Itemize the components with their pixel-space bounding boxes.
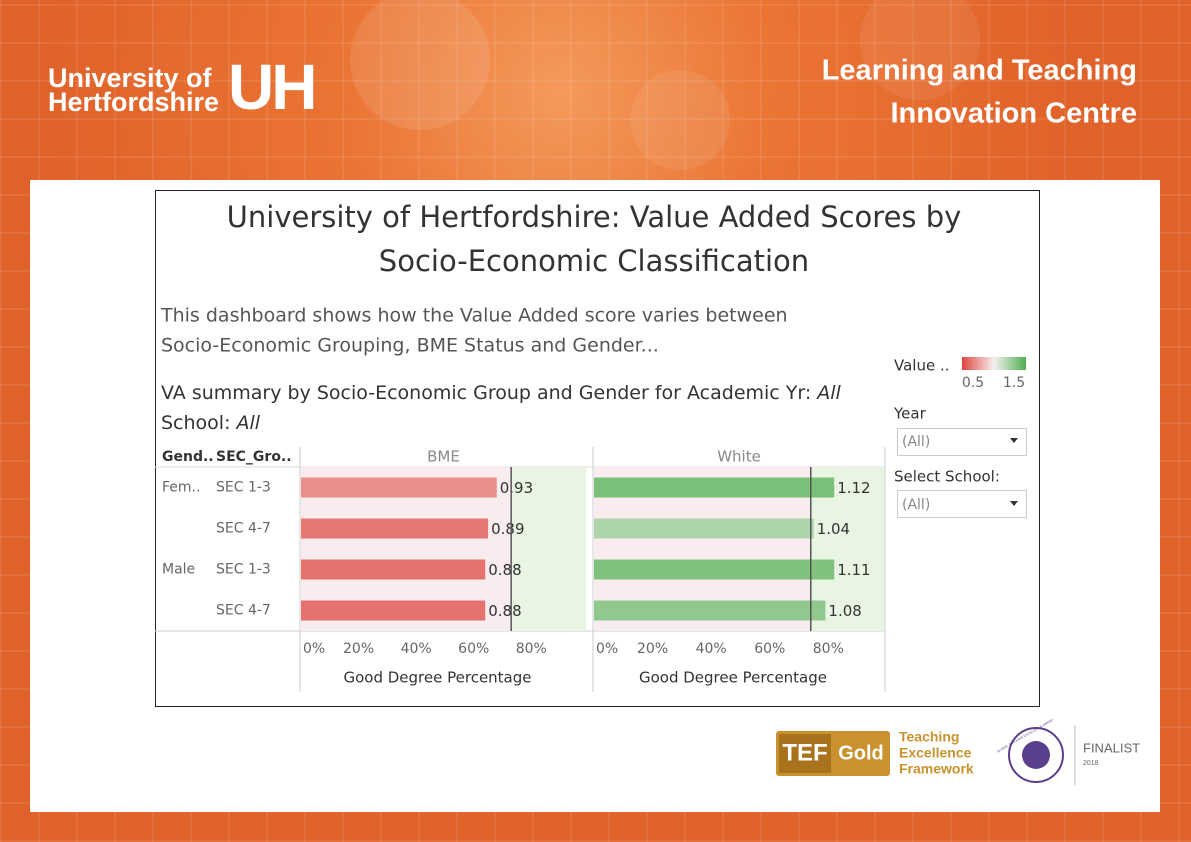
pane-header: White	[717, 448, 761, 466]
summary-school: All	[234, 412, 260, 434]
legend-label: 1.5	[1003, 375, 1025, 391]
description: This dashboard shows how the Value Added…	[160, 305, 788, 327]
dashboard-title: Socio-Economic Classification	[379, 244, 809, 278]
centre-name: Innovation Centre	[890, 98, 1137, 130]
above-reference-band	[511, 467, 586, 631]
tef-caption: Teaching	[899, 729, 959, 745]
filter-label: Select School:	[894, 468, 1000, 486]
logo-text: University of	[48, 63, 213, 93]
value-label: 1.11	[837, 561, 870, 579]
legend-label: 0.5	[962, 375, 984, 391]
gender-label: Male	[162, 562, 195, 578]
filter-value: (All)	[902, 434, 930, 450]
category-label: SEC 4-7	[216, 603, 271, 619]
value-label: 0.88	[488, 602, 521, 620]
category-label: SEC 4-7	[216, 521, 271, 537]
x-tick-label: 80%	[813, 641, 844, 657]
centre-name: Learning and Teaching	[822, 55, 1137, 87]
bar	[594, 559, 835, 580]
dropdown-arrow	[1010, 501, 1018, 506]
x-axis-title: Good Degree Percentage	[639, 669, 827, 687]
category-label: SEC 1-3	[216, 480, 271, 496]
bar	[301, 559, 486, 580]
category-label: SEC 1-3	[216, 562, 271, 578]
value-label: 0.89	[491, 520, 524, 538]
bar	[594, 518, 814, 539]
value-label: 0.93	[500, 479, 533, 497]
description: Socio-Economic Grouping, BME Status and …	[161, 335, 659, 357]
x-axis-title: Good Degree Percentage	[343, 669, 531, 687]
x-tick-label: 40%	[696, 641, 727, 657]
value-label: 0.88	[488, 561, 521, 579]
bar	[594, 600, 826, 621]
tef-caption: Framework	[899, 761, 974, 777]
tef-text: TEF	[782, 739, 827, 766]
summary: School: All	[161, 412, 261, 434]
pane-header: BME	[427, 448, 460, 466]
value-label: 1.08	[828, 602, 861, 620]
award-year: 2018	[1083, 760, 1099, 767]
x-tick-label: 20%	[343, 641, 374, 657]
filter-label: Year	[893, 405, 927, 423]
bar	[594, 477, 835, 498]
value-label: 1.04	[817, 520, 850, 538]
bar	[301, 518, 489, 539]
filter-value: (All)	[902, 497, 930, 513]
tef-badge-inner	[779, 734, 831, 773]
filter-dropdown[interactable]	[897, 428, 1027, 456]
summary-year: All	[815, 382, 841, 404]
x-tick-label: 0%	[596, 641, 618, 657]
bar	[301, 477, 497, 498]
gender-label: Fem..	[162, 480, 200, 496]
legend-title: Value ..	[894, 357, 950, 375]
tef-caption: Excellence	[899, 745, 972, 761]
x-tick-label: 20%	[637, 641, 668, 657]
bar	[301, 600, 486, 621]
award-seal-core	[1022, 741, 1050, 769]
x-tick-label: 40%	[401, 641, 432, 657]
filter-dropdown[interactable]	[897, 490, 1027, 518]
dropdown-arrow	[1010, 438, 1018, 443]
x-tick-label: 0%	[303, 641, 325, 657]
row-header: SEC_Gro..	[216, 449, 292, 465]
summary-text: School:	[161, 412, 230, 434]
x-tick-label: 60%	[458, 641, 489, 657]
color-legend	[962, 357, 1026, 370]
summary: VA summary by Socio-Economic Group and G…	[161, 382, 842, 404]
logo-mark: UH	[228, 51, 314, 123]
x-tick-label: 60%	[754, 641, 785, 657]
tef-level: Gold	[838, 742, 884, 764]
x-tick-label: 80%	[516, 641, 547, 657]
summary-text: VA summary by Socio-Economic Group and G…	[161, 382, 811, 404]
dashboard-title: University of Hertfordshire: Value Added…	[227, 200, 962, 234]
value-label: 1.12	[837, 479, 870, 497]
logo-text: Hertfordshire	[48, 87, 219, 117]
row-header: Gend..	[162, 449, 214, 465]
award-status: FINALIST	[1083, 740, 1140, 755]
